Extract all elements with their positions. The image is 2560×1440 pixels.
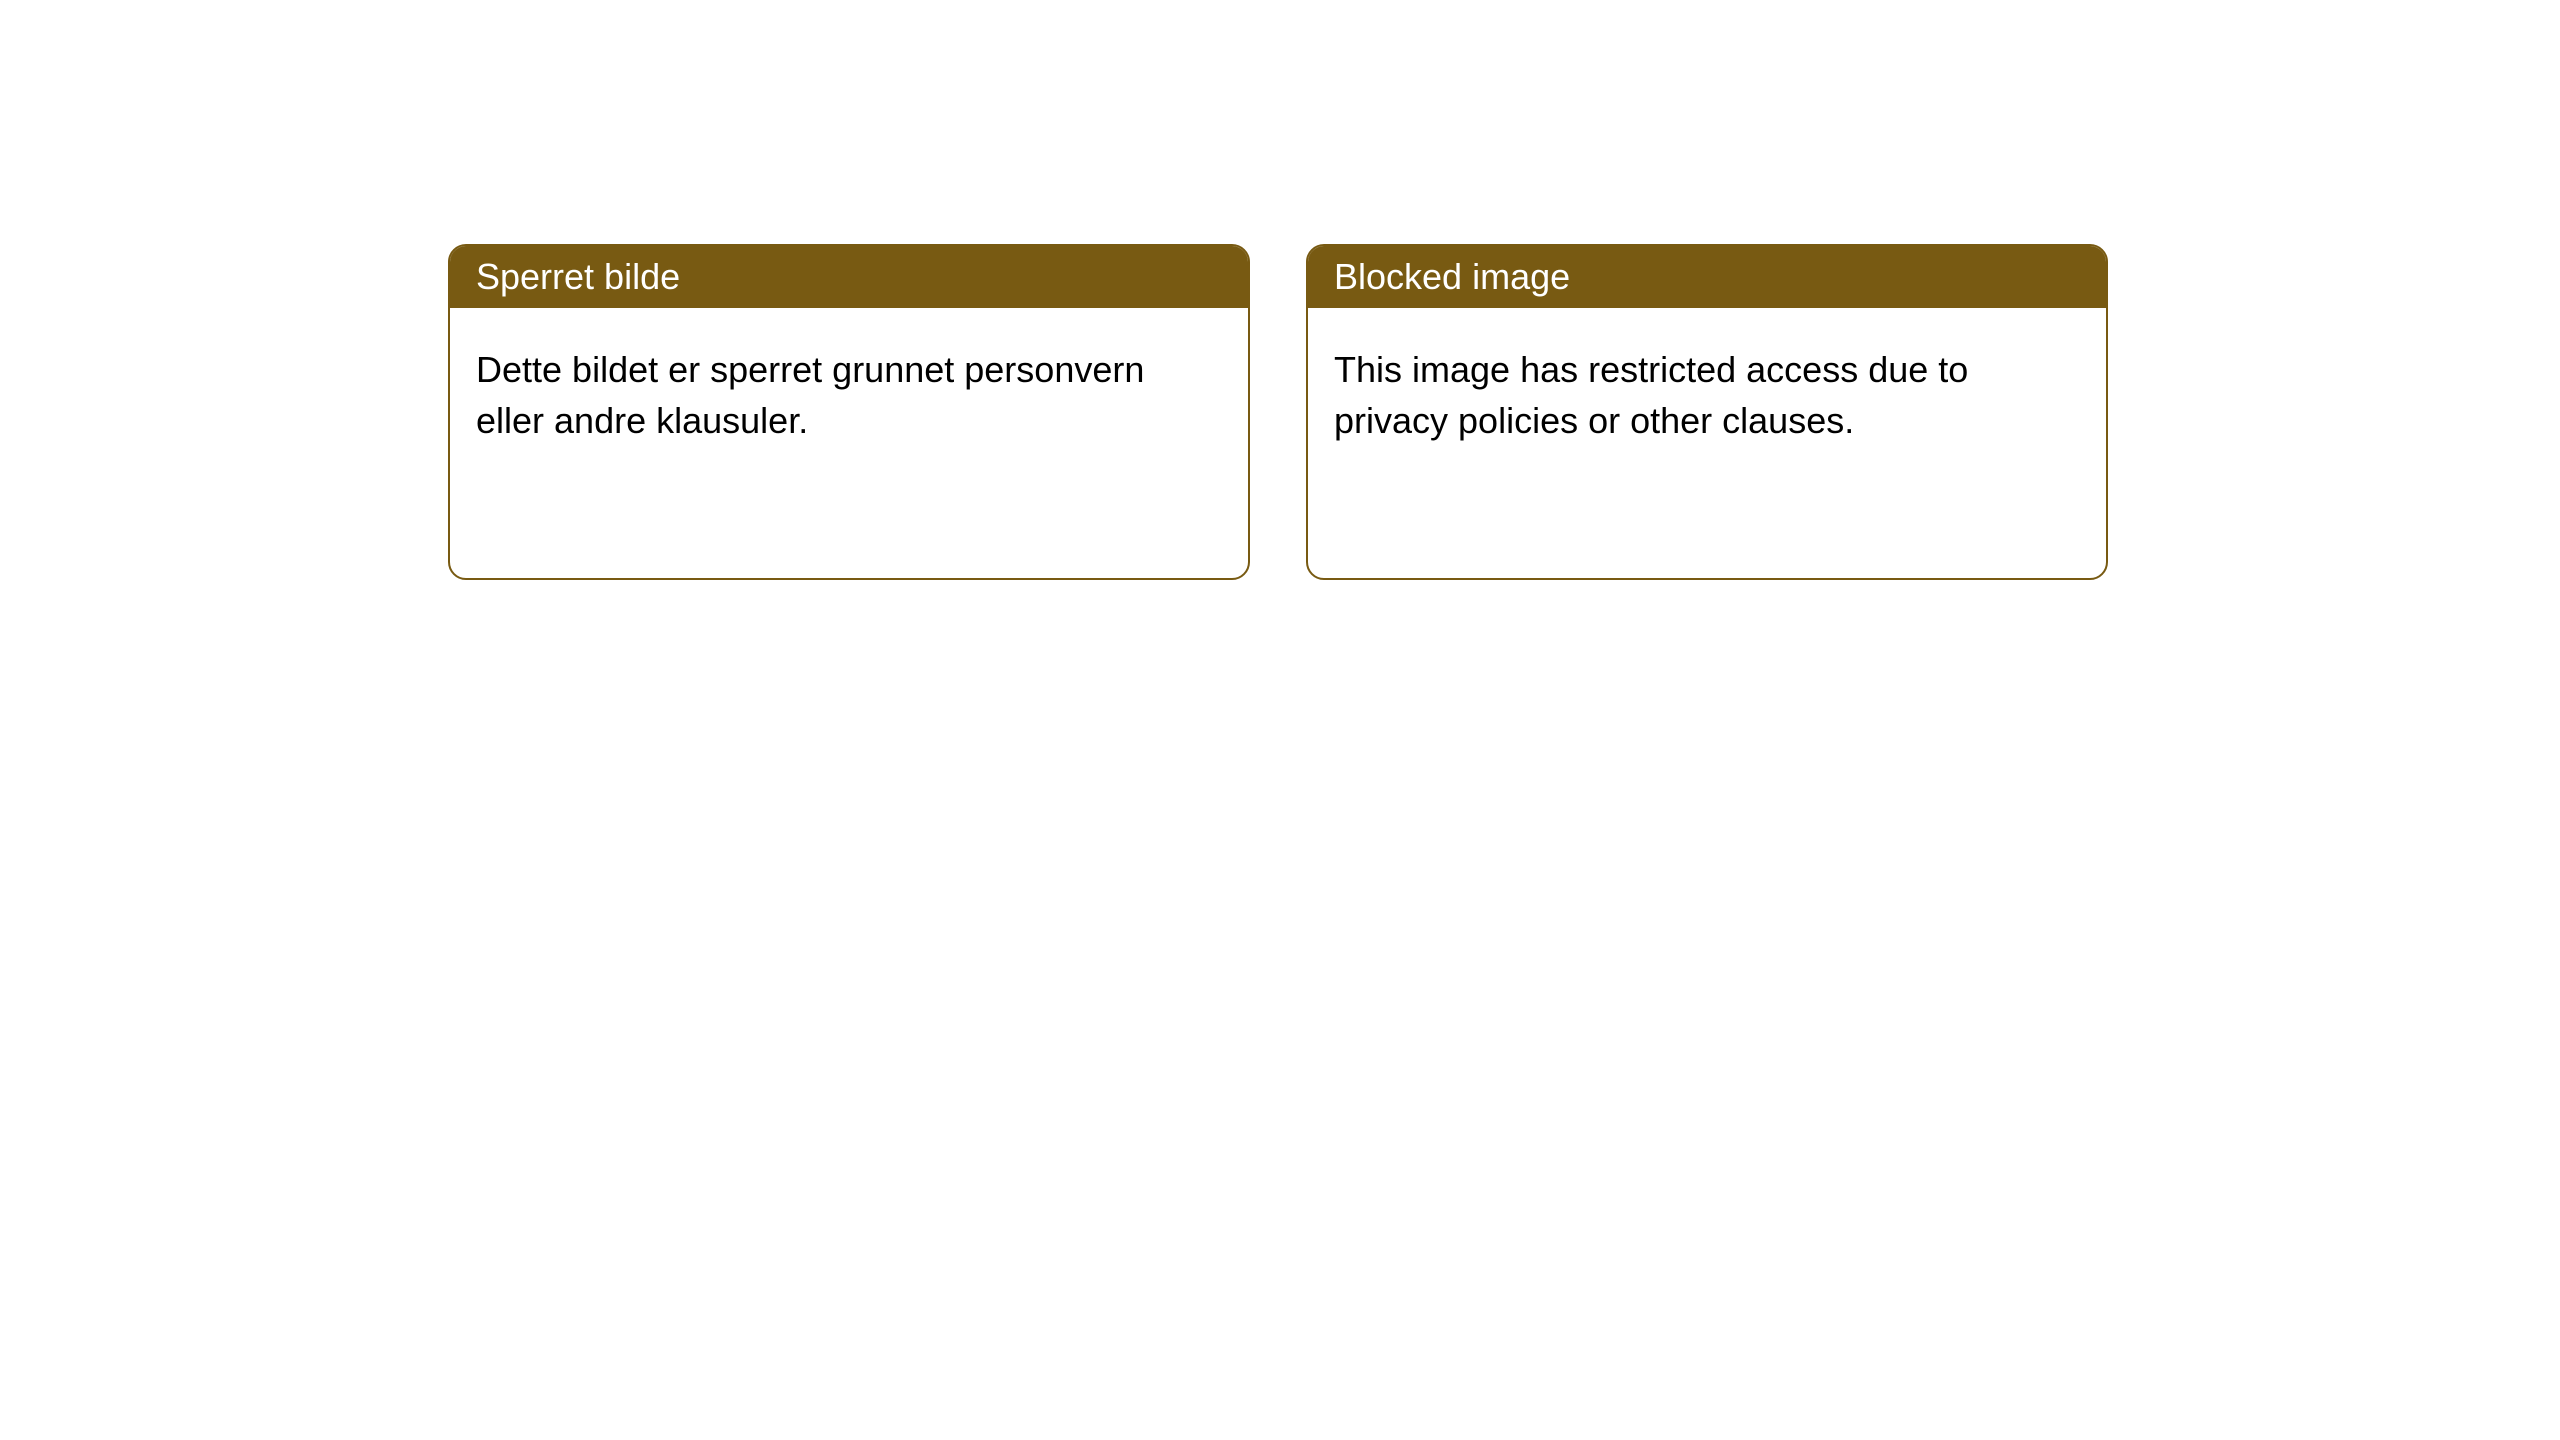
notice-card-english: Blocked image This image has restricted … [1306,244,2108,580]
notice-body-english: This image has restricted access due to … [1308,308,2106,578]
notice-card-norwegian: Sperret bilde Dette bildet er sperret gr… [448,244,1250,580]
notice-title-english: Blocked image [1308,246,2106,308]
notice-container: Sperret bilde Dette bildet er sperret gr… [0,0,2560,580]
notice-title-norwegian: Sperret bilde [450,246,1248,308]
notice-body-norwegian: Dette bildet er sperret grunnet personve… [450,308,1248,578]
